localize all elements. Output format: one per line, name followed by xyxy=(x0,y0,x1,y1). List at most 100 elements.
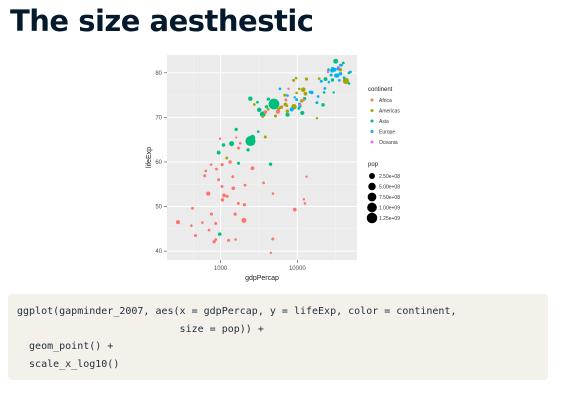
data-point-asia xyxy=(300,110,305,116)
legend-continent-title: continent xyxy=(368,87,393,93)
legend-label-asia: Asia xyxy=(379,119,389,125)
data-point-europe xyxy=(278,87,282,91)
data-point-africa xyxy=(271,237,275,241)
data-point-asia xyxy=(237,161,241,165)
y-tick-label: 40 xyxy=(155,249,162,255)
data-point-europe xyxy=(329,73,333,77)
data-point-africa xyxy=(292,207,297,212)
legend-size-label: 7.50e+08 xyxy=(379,195,400,201)
code-line: size = pop)) + xyxy=(17,323,264,335)
data-point-asia xyxy=(332,91,335,94)
legend-size-key xyxy=(367,202,377,213)
legend-size-label: 5.00e+08 xyxy=(379,185,400,191)
data-point-africa xyxy=(237,146,241,150)
data-point-asia xyxy=(269,104,273,108)
data-point-americas xyxy=(252,103,256,106)
data-point-asia xyxy=(268,98,280,110)
data-point-asia xyxy=(297,107,301,110)
data-point-africa xyxy=(215,167,218,171)
data-point-africa xyxy=(212,240,216,244)
legend-size-key xyxy=(367,192,377,202)
data-point-europe xyxy=(339,63,342,66)
data-point-africa xyxy=(207,228,211,232)
data-point-asia xyxy=(322,91,326,94)
data-point-americas xyxy=(263,135,267,139)
legend-key-africa xyxy=(370,98,374,102)
legend-key-asia xyxy=(370,119,374,123)
data-point-americas xyxy=(273,114,277,118)
data-point-europe xyxy=(286,94,289,97)
data-point-europe xyxy=(289,107,294,112)
data-point-asia xyxy=(268,162,273,166)
legend-label-americas: Americas xyxy=(379,109,400,115)
data-point-africa xyxy=(175,220,181,225)
data-point-africa xyxy=(243,183,247,187)
data-point-africa xyxy=(305,175,308,178)
legend-label-europe: Europe xyxy=(379,130,395,136)
data-point-oceania xyxy=(326,70,330,74)
data-point-africa xyxy=(191,206,194,210)
data-point-europe xyxy=(337,79,341,82)
legend-label-africa: Africa xyxy=(379,98,392,104)
x-axis-title: gdpPercap xyxy=(245,275,279,282)
data-point-asia xyxy=(234,127,238,132)
data-point-europe xyxy=(327,80,331,84)
data-point-americas xyxy=(315,117,319,120)
data-point-europe xyxy=(319,79,323,83)
data-point-africa xyxy=(238,141,242,145)
data-point-africa xyxy=(228,160,232,164)
data-point-africa xyxy=(231,175,235,179)
data-point-africa xyxy=(284,98,288,102)
data-point-africa xyxy=(201,221,204,224)
y-axis-title: lifeExp xyxy=(146,147,153,168)
data-point-europe xyxy=(342,76,346,80)
legend-size-label: 1.25e+09 xyxy=(379,216,400,222)
data-point-asia xyxy=(246,148,250,152)
data-point-africa xyxy=(220,163,224,167)
data-point-africa xyxy=(303,202,307,205)
data-point-asia xyxy=(221,143,226,147)
code-line: geom_point() + xyxy=(17,341,114,352)
legend-size-label: 1.00e+09 xyxy=(379,206,400,212)
data-point-americas xyxy=(297,87,301,91)
data-point-africa xyxy=(217,178,221,182)
data-point-africa xyxy=(225,194,229,198)
data-point-asia xyxy=(341,61,345,65)
code-text: ggplot(gapminder_2007, aes(x = gdpPercap… xyxy=(8,294,548,373)
legend-key-europe xyxy=(370,130,374,133)
data-point-asia xyxy=(216,150,221,155)
data-point-europe xyxy=(330,66,335,71)
data-point-americas xyxy=(304,77,309,81)
data-point-africa xyxy=(250,166,255,171)
y-tick-label: 70 xyxy=(155,115,162,121)
code-block: ggplot(gapminder_2007, aes(x = gdpPercap… xyxy=(8,294,548,380)
data-point-africa xyxy=(206,191,211,196)
data-point-asia xyxy=(321,103,325,107)
legend-label-oceania: Oceania xyxy=(379,140,398,146)
data-point-americas xyxy=(283,93,287,97)
data-point-asia xyxy=(264,105,269,109)
data-point-africa xyxy=(218,137,222,140)
legend-size-key xyxy=(369,173,375,179)
data-point-asia xyxy=(256,100,259,104)
legend-key-americas xyxy=(370,109,374,112)
data-point-africa xyxy=(220,198,225,202)
x-tick-label: 1000 xyxy=(214,266,228,272)
data-point-africa xyxy=(262,181,265,185)
data-point-americas xyxy=(225,156,229,160)
data-point-africa xyxy=(193,233,197,238)
data-point-africa xyxy=(275,109,281,114)
data-point-asia xyxy=(333,58,339,64)
chart-svg: 40 50 60 70 80 1000 10000 gdpPercap lifeExp conti… xyxy=(146,55,400,282)
data-point-americas xyxy=(261,115,265,118)
legend-size-key xyxy=(368,182,376,191)
data-point-asia xyxy=(330,78,335,82)
data-point-americas xyxy=(301,87,306,93)
data-point-africa xyxy=(263,110,268,114)
legend-key-oceania xyxy=(370,140,374,144)
plot-panel xyxy=(167,55,357,260)
scatter-plot: 40 50 60 70 80 1000 10000 gdpPercap lifeExp conti… xyxy=(140,55,420,285)
y-tick-label: 60 xyxy=(155,160,162,166)
data-point-africa xyxy=(222,193,226,198)
data-point-africa xyxy=(204,169,208,173)
